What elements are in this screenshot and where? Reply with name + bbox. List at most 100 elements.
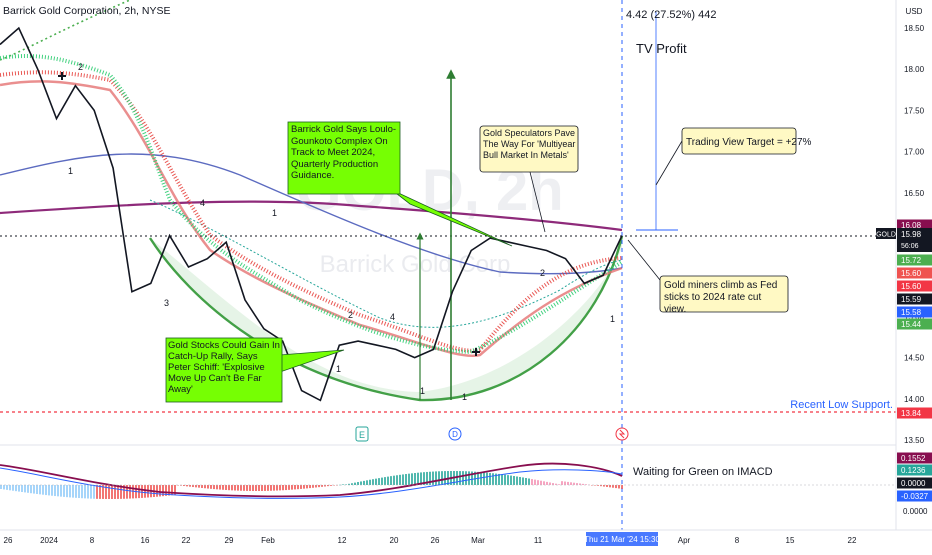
macd-hist-bar (399, 475, 401, 485)
split-marker[interactable] (616, 428, 628, 440)
macd-hist-bar (318, 485, 320, 487)
svg-text:0.1236: 0.1236 (901, 466, 926, 475)
macd-hist-bar (210, 485, 212, 489)
time-tick-label: 11 (534, 536, 543, 545)
macd-hist-bar (69, 485, 71, 497)
macd-hist-bar (18, 485, 20, 492)
macd-hist-bar (564, 482, 566, 485)
macd-hist-bar (441, 471, 443, 485)
time-tick-label: 8 (90, 536, 95, 545)
time-tick-label: 8 (735, 536, 740, 545)
macd-hist-bar (516, 476, 518, 485)
macd-hist-bar (570, 482, 572, 485)
time-tick-label: 29 (225, 536, 234, 545)
macd-hist-bar (231, 485, 233, 490)
macd-hist-bar (384, 477, 386, 485)
macd-hist-bar (483, 472, 485, 485)
macd-hist-bar (519, 477, 521, 485)
macd-hist-bar (252, 485, 254, 491)
macd-hist-bar (198, 485, 200, 488)
macd-hist-bar (429, 472, 431, 485)
macd-hist-bar (249, 485, 251, 491)
dividend-marker[interactable]: D (449, 428, 461, 440)
macd-hist-bar (594, 485, 596, 486)
macd-hist-bar (285, 485, 287, 490)
macd-tick-label: 0.0000 (903, 507, 928, 516)
macd-hist-bar (504, 475, 506, 485)
macd-tag: -0.0327 (897, 491, 932, 502)
macd-hist-bar (612, 485, 614, 488)
macd-hist-bar (531, 479, 533, 485)
svg-text:1: 1 (610, 314, 615, 324)
macd-tag: 0.1552 (897, 453, 932, 464)
macd-note: Waiting for Green on IMACD (633, 466, 773, 478)
macd-hist-bar (276, 485, 278, 491)
macd-hist-bar (66, 485, 68, 497)
macd-hist-bar (411, 473, 413, 485)
macd-hist-bar (279, 485, 281, 490)
svg-text:0.0000: 0.0000 (901, 479, 926, 488)
time-tick-label: 12 (338, 536, 347, 545)
macd-hist-bar (93, 485, 95, 499)
macd-hist-bar (528, 479, 530, 485)
macd-hist-bar (33, 485, 35, 494)
svg-text:15.60: 15.60 (901, 269, 922, 278)
time-cursor-label: Thu 21 Mar '24 15:30 (584, 532, 660, 546)
currency-label[interactable]: USD (906, 7, 923, 16)
macd-hist-bar (489, 473, 491, 485)
macd-hist-bar (375, 479, 377, 485)
macd-hist-bar (537, 480, 539, 485)
macd-hist-bar (582, 484, 584, 485)
macd-hist-bar (81, 485, 83, 498)
svg-text:1: 1 (68, 166, 73, 176)
macd-hist-bar (522, 477, 524, 485)
price-tag: 15.60 (897, 268, 932, 279)
svg-text:E: E (359, 430, 365, 440)
macd-hist-bar (309, 485, 311, 488)
macd-hist-bar (342, 484, 344, 485)
macd-hist-bar (354, 483, 356, 485)
time-tick-label: 26 (431, 536, 440, 545)
macd-hist-bar (435, 471, 437, 485)
svg-text:56:06: 56:06 (901, 243, 919, 250)
macd-hist-bar (48, 485, 50, 495)
price-tick-label: 16.50 (904, 189, 925, 198)
macd-hist-bar (243, 485, 245, 491)
macd-hist-bar (357, 482, 359, 485)
price-tick-label: 18.50 (904, 24, 925, 33)
macd-hist-bar (72, 485, 74, 498)
macd-hist-bar (114, 485, 116, 499)
svg-text:15.59: 15.59 (901, 295, 922, 304)
macd-hist-bar (213, 485, 215, 489)
svg-text:2: 2 (78, 62, 83, 72)
macd-hist-bar (366, 480, 368, 485)
tv-profit-label: TV Profit (636, 41, 687, 56)
earnings-marker[interactable]: E (356, 427, 368, 441)
macd-hist-bar (561, 481, 563, 485)
macd-hist-bar (57, 485, 59, 496)
svg-text:-0.0327: -0.0327 (901, 492, 929, 501)
svg-text:4: 4 (200, 198, 205, 208)
macd-tag: 0.0000 (897, 478, 932, 489)
macd-hist-bar (480, 472, 482, 485)
macd-hist-bar (405, 474, 407, 485)
svg-text:GOLD: GOLD (876, 232, 896, 239)
macd-hist-bar (255, 485, 257, 491)
macd-hist-bar (96, 485, 98, 499)
callout-spec-text: Gold Speculators Pave The Way For 'Multi… (483, 128, 577, 161)
macd-hist-bar (87, 485, 89, 499)
macd-hist-bar (111, 485, 113, 499)
macd-hist-bar (288, 485, 290, 490)
macd-hist-bar (543, 481, 545, 485)
macd-hist-bar (438, 471, 440, 485)
symbol-title[interactable]: Barrick Gold Corporation, 2h, NYSE (3, 5, 171, 17)
svg-text:15.44: 15.44 (901, 320, 922, 329)
price-tag: 15.60 (897, 281, 932, 292)
time-tick-label: 15 (786, 536, 795, 545)
macd-hist-bar (60, 485, 62, 497)
price-tag: 15.59 (897, 294, 932, 305)
macd-hist-bar (513, 476, 515, 485)
price-tick-label: 13.50 (904, 436, 925, 445)
price-tag: 15.72 (897, 255, 932, 266)
